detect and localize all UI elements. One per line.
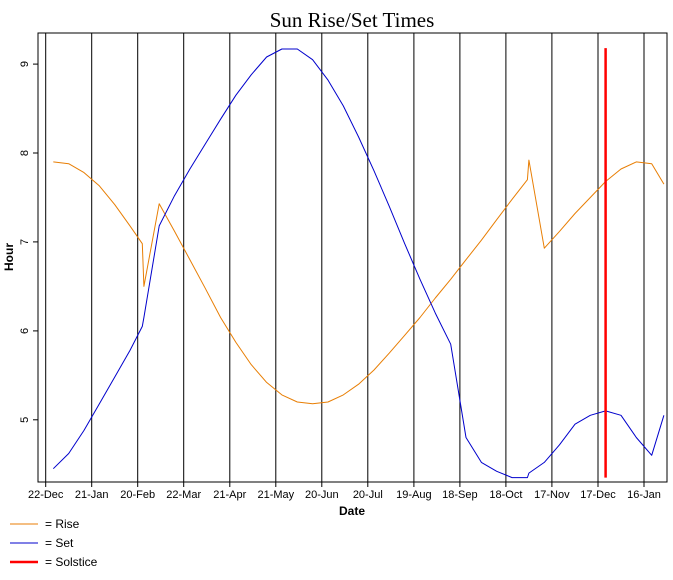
x-axis-label: Date [339, 504, 365, 518]
legend: = Rise = Set = Solstice [10, 517, 98, 569]
y-tick-label: 9 [19, 61, 31, 67]
legend-label-set: = Set [45, 536, 74, 550]
series-layer [52, 48, 665, 479]
x-tick-label: 20-Jun [305, 489, 339, 501]
x-tick-label: 21-Apr [213, 489, 246, 501]
x-tick-label: 22-Dec [28, 489, 64, 501]
y-tick-label: 8 [19, 150, 31, 156]
series-line-rise [53, 159, 665, 405]
x-tick-label: 20-Jul [353, 489, 383, 501]
y-tick-label: 7 [19, 239, 31, 245]
vertical-grid [45, 33, 645, 482]
y-axis-ticks: 5 6 7 8 9 [19, 61, 38, 423]
series-line-set [52, 48, 665, 479]
x-axis-ticks: 22-Dec 21-Jan 20-Feb 22-Mar 21-Apr 21-May 20-J… [28, 482, 661, 501]
x-tick-label: 18-Sep [442, 489, 477, 501]
x-tick-label: 21-May [257, 489, 294, 501]
x-tick-label: 16-Jan [627, 489, 661, 501]
x-tick-label: 22-Mar [166, 489, 201, 501]
plot-frame [37, 32, 668, 483]
x-tick-label: 17-Nov [534, 489, 570, 501]
y-tick-label: 5 [19, 417, 31, 423]
x-tick-label: 20-Feb [120, 489, 155, 501]
legend-label-solstice: = Solstice [45, 555, 98, 569]
x-tick-label: 21-Jan [75, 489, 109, 501]
x-tick-label: 17-Dec [580, 489, 616, 501]
x-tick-label: 19-Aug [396, 489, 431, 501]
y-tick-label: 6 [19, 328, 31, 334]
chart-title: Sun Rise/Set Times [270, 8, 435, 32]
y-axis-label: Hour [2, 243, 16, 271]
x-tick-label: 18-Oct [489, 489, 522, 501]
legend-label-rise: = Rise [45, 517, 80, 531]
